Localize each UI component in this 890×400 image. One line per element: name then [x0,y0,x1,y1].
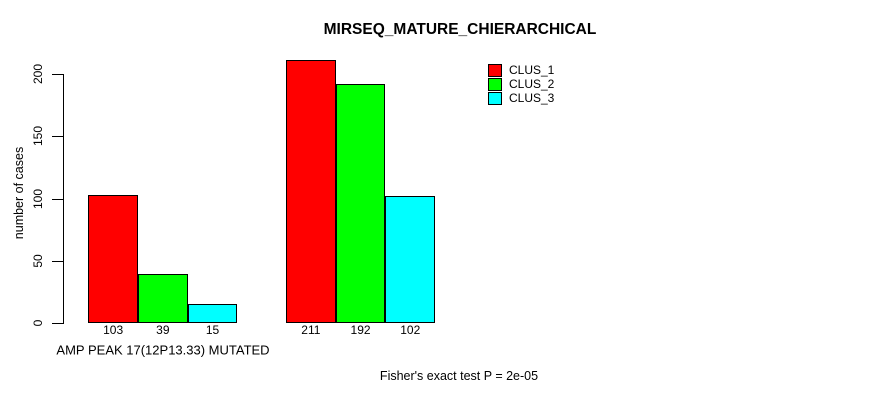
bar-clus_1-group2 [286,60,336,323]
legend-swatch-clus_2 [488,78,502,91]
y-tick-mark [52,198,63,200]
y-tick-label: 200 [31,63,45,85]
y-tick-mark [52,74,63,75]
y-tick-mark [52,260,63,262]
bar-clus_1-group1 [88,194,138,323]
chart-title: MIRSEQ_MATURE_CHIERARCHICAL [323,21,597,38]
legend-item-clus_3: CLUS_3 [488,92,554,105]
bar-value-label: 39 [156,323,170,337]
bar-value-label: 103 [103,323,124,337]
y-tick-label: 50 [31,254,45,268]
legend-item-clus_1: CLUS_1 [488,64,554,77]
bar-clus_2-group1 [138,274,188,323]
legend-swatch-clus_1 [488,64,502,77]
y-tick-label: 100 [31,188,45,209]
y-tick-label: 0 [31,319,45,327]
bar-clus_3-group2 [385,196,436,323]
bar-value-label: 15 [205,323,220,337]
legend-label: CLUS_3 [509,91,555,105]
y-axis-line [63,74,64,324]
y-tick-label: 150 [31,126,45,147]
legend: CLUS_1 CLUS_2 CLUS_3 [488,64,554,106]
legend-item-clus_2: CLUS_2 [488,78,554,91]
y-tick-mark [52,323,63,324]
legend-label: CLUS_1 [509,63,555,77]
x-axis-label: AMP PEAK 17(12P13.33) MUTATED [56,342,270,358]
y-tick-mark [52,136,63,138]
bar-value-label: 211 [301,323,321,337]
annotation-text: Fisher's exact test P = 2e-05 [379,369,539,383]
legend-label: CLUS_2 [509,77,555,91]
bar-clus_3-group1 [187,304,238,323]
bar-value-label: 192 [350,323,371,337]
bar-value-label: 102 [400,323,421,337]
legend-swatch-clus_3 [488,92,502,105]
bar-clus_2-group2 [335,83,386,323]
